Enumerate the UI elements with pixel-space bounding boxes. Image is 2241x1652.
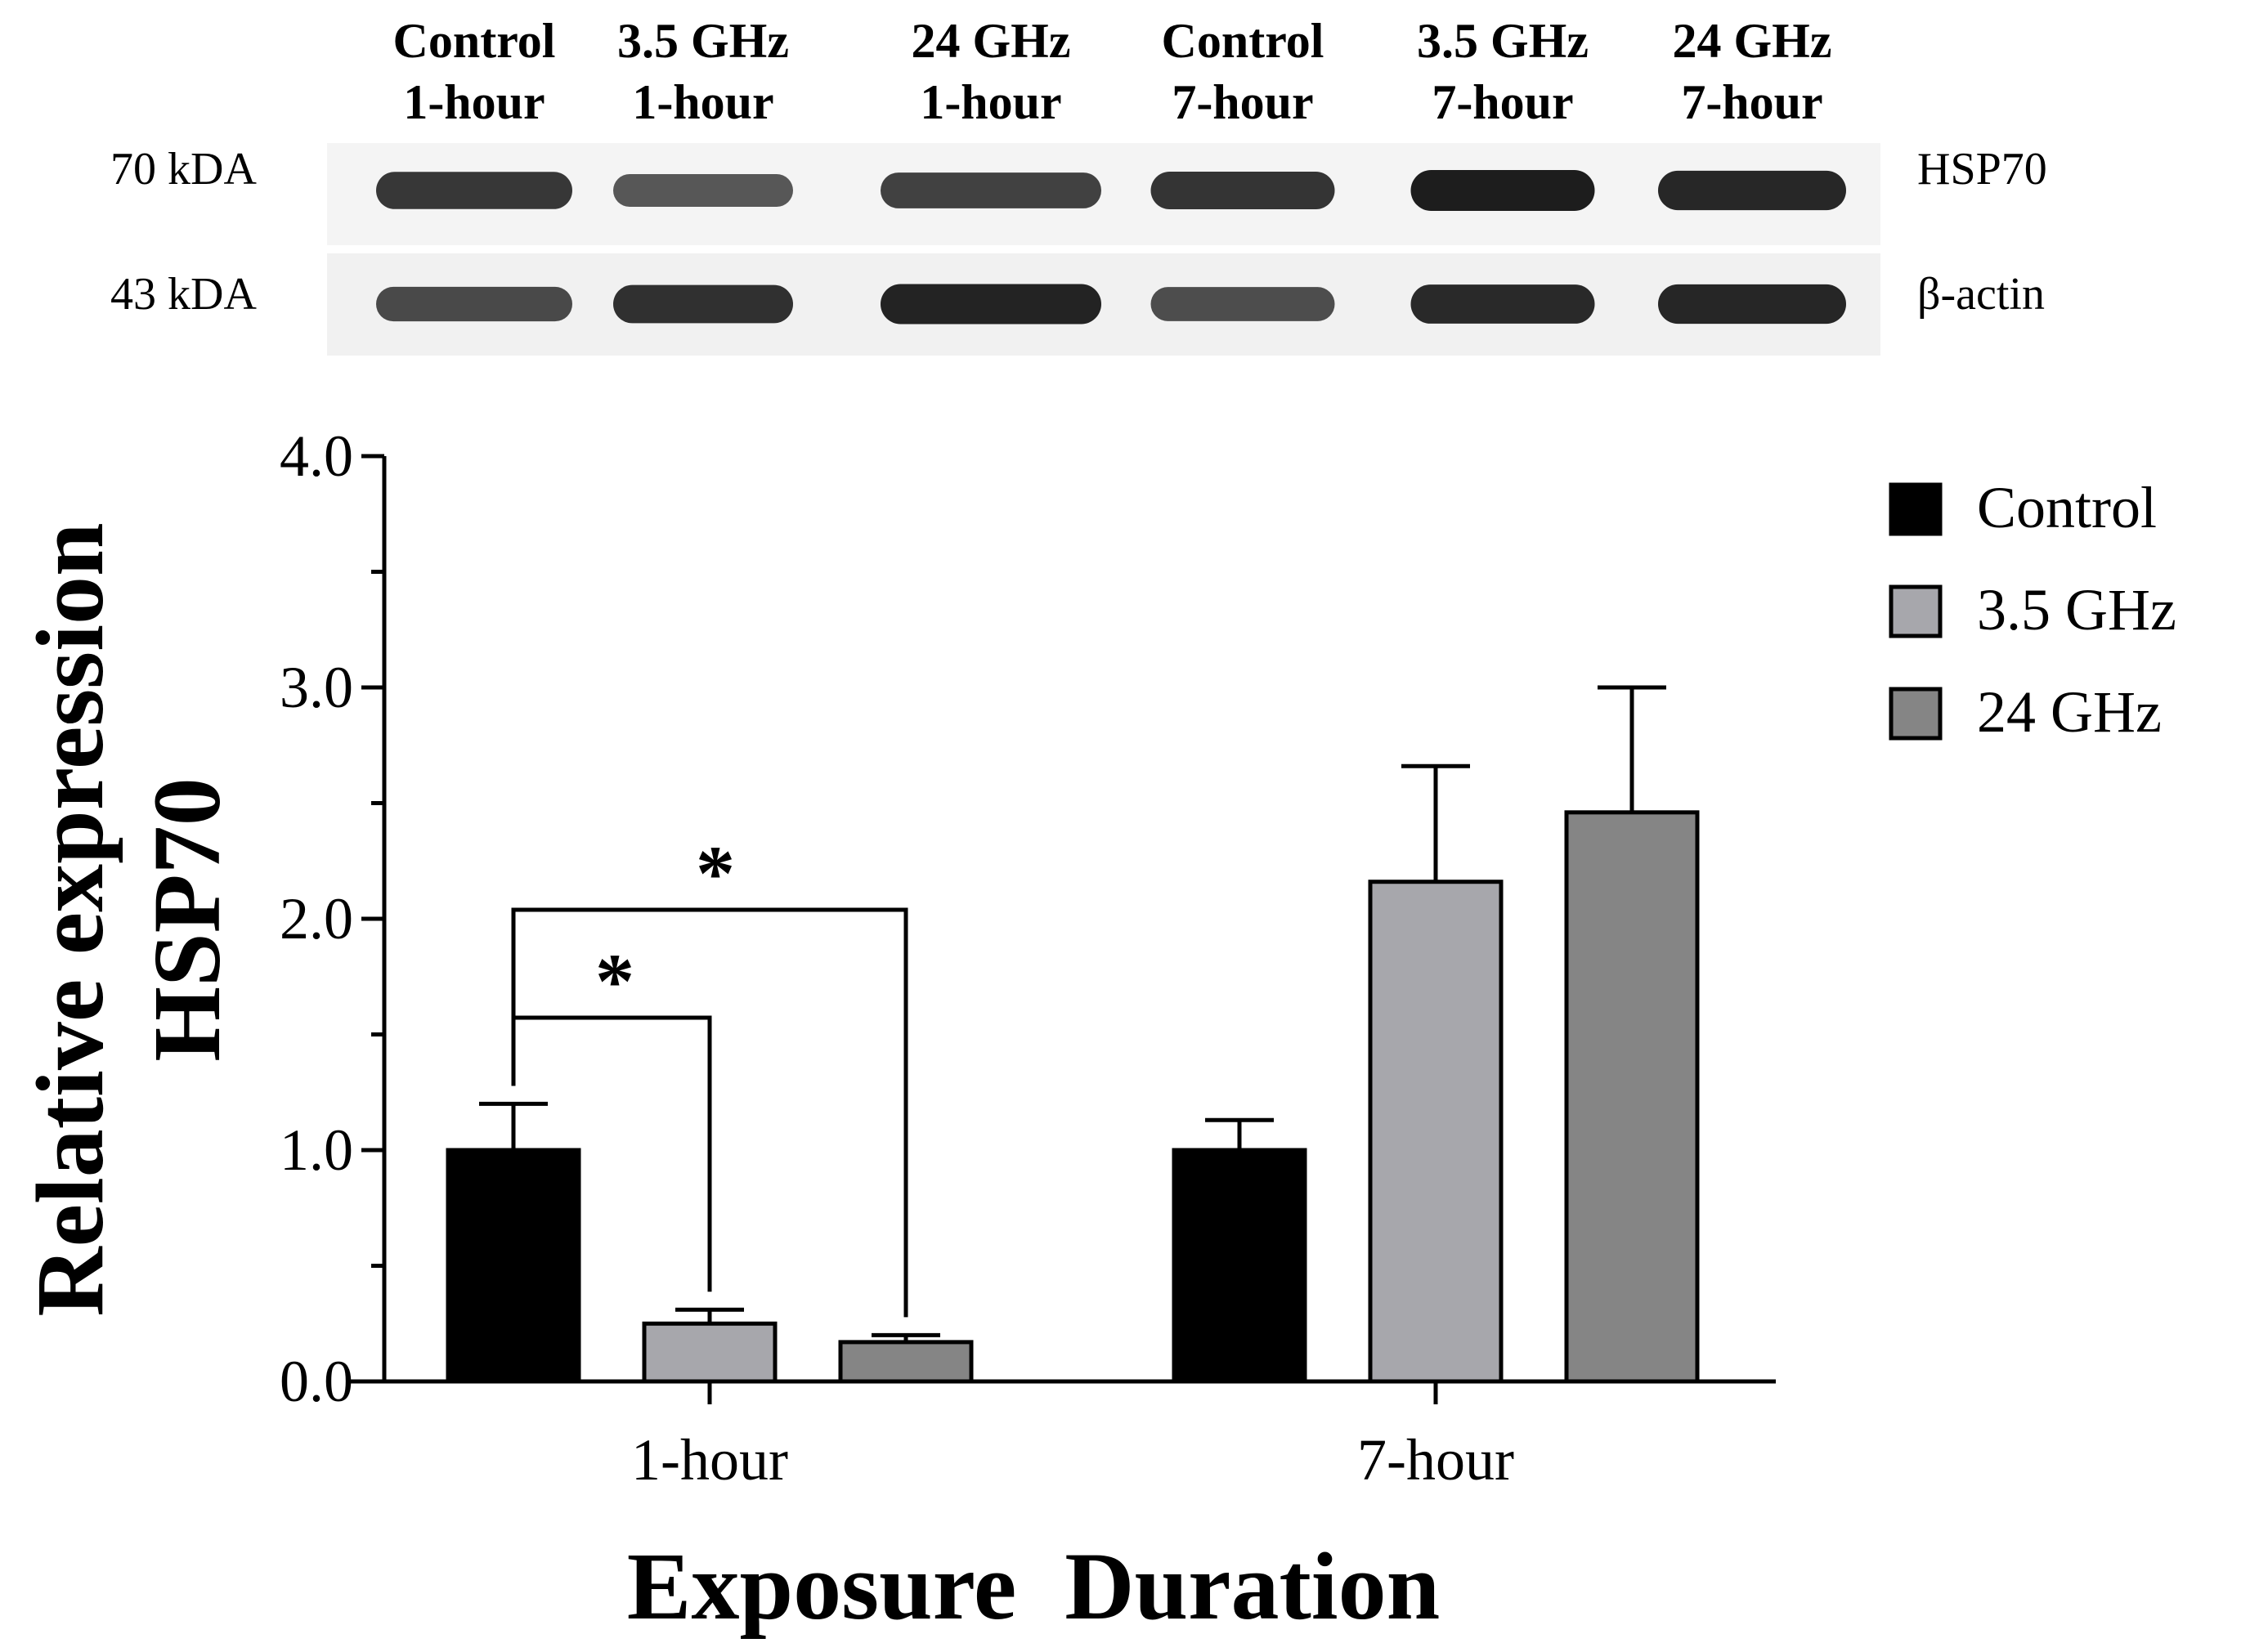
bar-1-hour-24-ghz xyxy=(838,1340,974,1384)
band-hsp70-lane-4 xyxy=(1150,171,1335,210)
band-actin-lane-3 xyxy=(881,284,1101,325)
lane-label-5-line2: 7-hour xyxy=(1432,75,1573,129)
band-hsp70-lane-6 xyxy=(1658,170,1846,211)
band-hsp70-lane-1 xyxy=(376,172,572,209)
legend-label-3.5-ghz: 3.5 GHz xyxy=(1977,577,2176,642)
band-actin-lane-1 xyxy=(376,286,572,322)
legend-label-control: Control xyxy=(1977,475,2157,540)
mw-label-70: 70 kDA xyxy=(110,144,257,195)
band-actin-lane-4 xyxy=(1150,287,1335,321)
lane-label-6-line2: 7-hour xyxy=(1681,75,1822,129)
lane-label-4-line2: 7-hour xyxy=(1172,75,1313,129)
band-actin-lane-6 xyxy=(1658,284,1846,325)
lane-label-2-line2: 1-hour xyxy=(632,75,773,129)
band-actin-lane-2 xyxy=(613,284,793,324)
significance-bracket-2 xyxy=(511,907,908,1318)
bar-7-hour-3.5-ghz xyxy=(1368,880,1504,1384)
legend-swatch-control xyxy=(1889,482,1943,536)
bar-1-hour-3.5-ghz xyxy=(642,1321,778,1384)
significance-star-1: * xyxy=(595,938,634,1025)
lane-label-1-line2: 1-hour xyxy=(403,75,545,129)
lane-label-1-line1: Control xyxy=(393,14,556,68)
legend-swatch-3.5-ghz xyxy=(1889,584,1943,638)
y-axis-label-line2: HSP70 xyxy=(133,777,240,1062)
legend: Control 3.5 GHz 24 GHz xyxy=(1889,475,2176,745)
legend-label-24-ghz: 24 GHz xyxy=(1977,679,2162,745)
lane-label-2-line1: 3.5 GHz xyxy=(617,14,789,68)
lane-label-5-line1: 3.5 GHz xyxy=(1417,14,1589,68)
bar-1-hour-control xyxy=(446,1148,581,1384)
y-tick-label: 3.0 xyxy=(280,655,353,720)
y-tick-label: 2.0 xyxy=(280,886,353,951)
x-category-label-7-hour: 7-hour xyxy=(1357,1427,1514,1493)
band-hsp70-lane-5 xyxy=(1410,170,1595,211)
blot-membrane-hsp70 xyxy=(327,143,1880,245)
lane-label-4-line1: Control xyxy=(1162,14,1324,68)
y-tick-label: 4.0 xyxy=(280,423,353,489)
y-tick-label: 0.0 xyxy=(280,1349,353,1414)
protein-label-actin: β-actin xyxy=(1917,269,2045,320)
x-axis-label: Exposure Duration xyxy=(627,1533,1440,1640)
bar-chart: 0.0 1.0 2.0 3.0 4.0 * * 1-hour 7-hour Relative… xyxy=(16,423,2176,1640)
protein-label-hsp70: HSP70 xyxy=(1917,144,2047,195)
blot-membrane-actin xyxy=(327,253,1880,356)
bar-7-hour-24-ghz xyxy=(1564,810,1700,1384)
lane-label-6-line1: 24 GHz xyxy=(1673,14,1832,68)
y-tick-label: 1.0 xyxy=(280,1117,353,1183)
bar-7-hour-control xyxy=(1172,1148,1307,1384)
x-category-label-1-hour: 1-hour xyxy=(631,1427,788,1493)
band-hsp70-lane-2 xyxy=(613,173,793,208)
lane-label-3-line2: 1-hour xyxy=(920,75,1061,129)
band-hsp70-lane-3 xyxy=(881,172,1101,208)
significance-star-2: * xyxy=(696,830,735,917)
band-actin-lane-5 xyxy=(1410,284,1595,324)
western-blot-panel: Control 1-hour 3.5 GHz 1-hour 24 GHz 1-hour Co… xyxy=(110,14,2047,356)
lane-label-3-line1: 24 GHz xyxy=(912,14,1071,68)
mw-label-43: 43 kDA xyxy=(110,269,257,320)
legend-swatch-24-ghz xyxy=(1889,687,1943,741)
y-axis-label-line1: Relative expression xyxy=(16,522,123,1316)
